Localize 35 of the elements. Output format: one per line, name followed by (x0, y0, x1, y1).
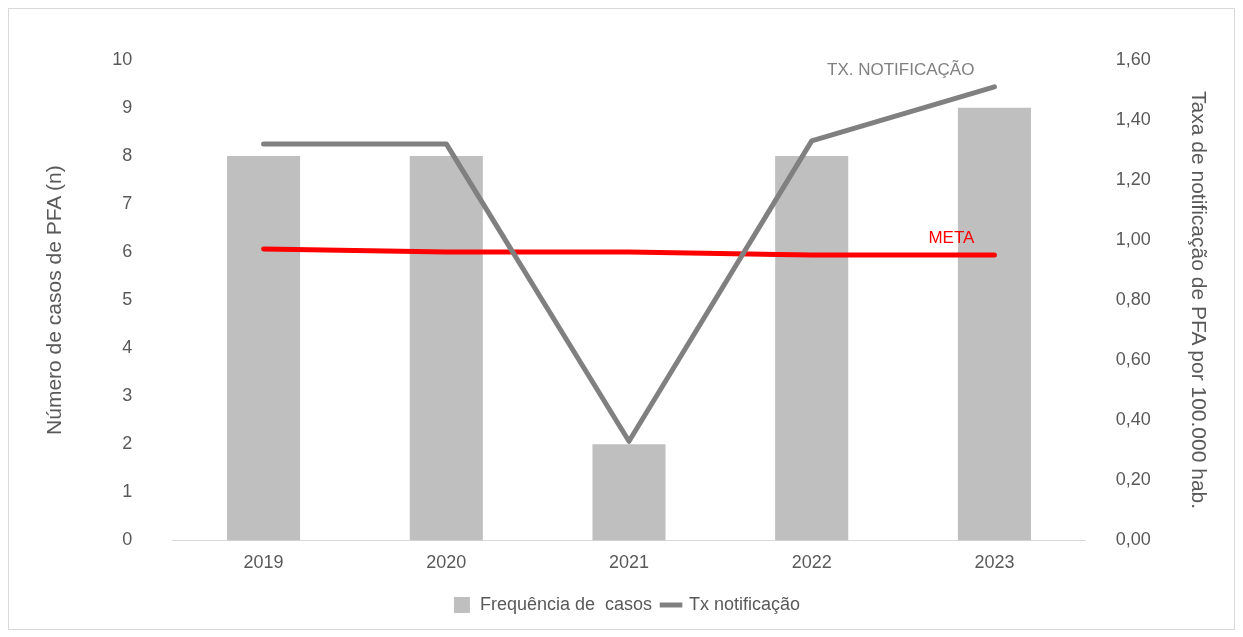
y2-tick-label: 1,40 (1115, 108, 1151, 129)
y2-tick-label: 0,40 (1115, 409, 1151, 430)
legend-label: Tx notificação (689, 593, 801, 614)
y-tick-label: 6 (122, 241, 133, 262)
bar (227, 155, 301, 541)
y-tick-label: 1 (122, 481, 133, 502)
y2-tick-label: 0,80 (1115, 289, 1151, 310)
y2-tick-label: 1,20 (1115, 168, 1151, 189)
annotation: TX. NOTIFICAÇÃO (827, 60, 975, 80)
x-tick-label: 2019 (243, 552, 284, 573)
x-tick-label: 2022 (791, 552, 832, 573)
y-tick-label: 0 (122, 529, 133, 550)
annotation: META (928, 228, 976, 248)
y2-tick-label: 0,20 (1115, 469, 1151, 490)
y-tick-label: 7 (122, 192, 133, 213)
x-tick-label: 2021 (608, 552, 650, 573)
y-tick-label: 2 (122, 433, 133, 454)
bar (409, 155, 483, 541)
legend-label: Frequência de casos (479, 593, 653, 614)
y-tick-label: 4 (122, 337, 133, 358)
y2-axis-title: Taxa de notificação de PFA por 100.000 hab. (1187, 91, 1211, 510)
y-axis-title: Número de casos de PFA (n) (42, 165, 66, 435)
y2-tick-label: 0,00 (1115, 529, 1151, 550)
y-tick-label: 9 (122, 96, 133, 117)
y2-tick-label: 1,60 (1115, 48, 1151, 69)
bar (775, 155, 849, 541)
y2-tick-label: 0,60 (1115, 349, 1151, 370)
x-tick-label: 2020 (426, 552, 467, 573)
y2-tick-label: 1,00 (1115, 228, 1151, 249)
x-tick-label: 2023 (974, 552, 1015, 573)
y-tick-label: 8 (122, 144, 133, 165)
y-tick-label: 5 (122, 289, 133, 310)
y-tick-label: 10 (112, 48, 133, 69)
y-tick-label: 3 (122, 385, 133, 406)
bar (592, 444, 666, 541)
